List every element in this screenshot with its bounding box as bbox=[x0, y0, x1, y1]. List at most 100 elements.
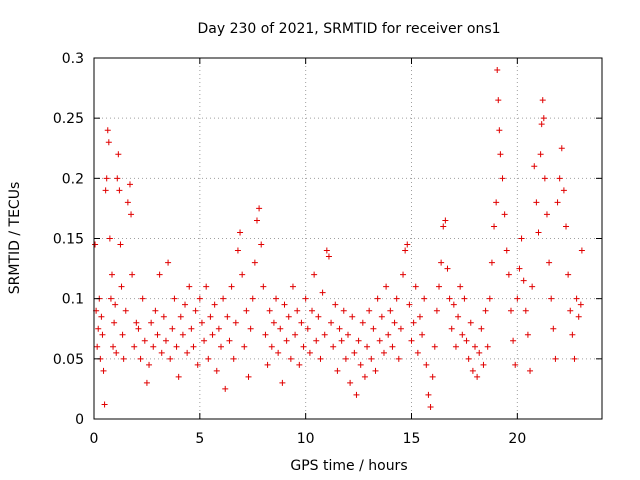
data-point bbox=[342, 355, 349, 362]
data-point bbox=[450, 301, 457, 308]
data-point bbox=[105, 139, 112, 146]
data-point bbox=[459, 331, 466, 338]
data-point bbox=[575, 313, 582, 320]
data-point bbox=[275, 349, 282, 356]
data-point bbox=[100, 367, 107, 374]
data-point bbox=[211, 301, 218, 308]
data-point bbox=[156, 271, 163, 278]
data-point bbox=[556, 175, 563, 182]
data-point bbox=[115, 151, 122, 158]
data-point bbox=[484, 343, 491, 350]
data-point bbox=[226, 337, 233, 344]
data-point bbox=[552, 355, 559, 362]
data-point bbox=[114, 175, 121, 182]
data-point bbox=[154, 331, 161, 338]
data-point bbox=[501, 211, 508, 218]
data-point bbox=[165, 259, 172, 266]
data-point bbox=[256, 205, 263, 212]
data-point bbox=[119, 331, 126, 338]
data-point bbox=[457, 283, 464, 290]
axis-ticks: 0 5 10 15 20 0 0.05 0.1 0.15 0.2 0.25 0.3 bbox=[53, 51, 602, 447]
data-point bbox=[336, 325, 343, 332]
data-point bbox=[533, 199, 540, 206]
data-point bbox=[94, 343, 101, 350]
data-point bbox=[266, 307, 273, 314]
data-point bbox=[281, 301, 288, 308]
data-point bbox=[340, 307, 347, 314]
data-point bbox=[306, 349, 313, 356]
data-point bbox=[531, 163, 538, 170]
data-point bbox=[469, 367, 476, 374]
y-tick-label: 0.05 bbox=[53, 352, 84, 368]
data-point bbox=[535, 229, 542, 236]
data-point bbox=[139, 295, 146, 302]
data-point bbox=[548, 295, 555, 302]
data-point bbox=[92, 241, 99, 248]
data-point bbox=[433, 307, 440, 314]
data-point bbox=[560, 187, 567, 194]
y-tick-label: 0.3 bbox=[62, 51, 84, 67]
data-point bbox=[334, 367, 341, 374]
data-point bbox=[104, 127, 111, 134]
y-tick-label: 0.15 bbox=[53, 232, 84, 248]
x-tick-label: 20 bbox=[508, 431, 526, 447]
data-point bbox=[361, 373, 368, 380]
data-point bbox=[419, 331, 426, 338]
data-point bbox=[106, 235, 113, 242]
data-point bbox=[222, 385, 229, 392]
data-point bbox=[359, 319, 366, 326]
data-point bbox=[113, 349, 120, 356]
data-point bbox=[177, 313, 184, 320]
data-point bbox=[241, 343, 248, 350]
data-point bbox=[385, 331, 392, 338]
data-point bbox=[321, 331, 328, 338]
data-point bbox=[389, 343, 396, 350]
data-point bbox=[209, 331, 216, 338]
data-point bbox=[190, 343, 197, 350]
data-point bbox=[203, 283, 210, 290]
data-point bbox=[283, 337, 290, 344]
data-point bbox=[122, 307, 129, 314]
data-point bbox=[162, 337, 169, 344]
data-point bbox=[158, 349, 165, 356]
data-point bbox=[351, 349, 358, 356]
data-point bbox=[567, 307, 574, 314]
y-tick-label: 0.2 bbox=[62, 171, 84, 187]
data-point bbox=[543, 211, 550, 218]
data-point bbox=[110, 343, 117, 350]
data-point bbox=[520, 277, 527, 284]
data-point bbox=[524, 331, 531, 338]
data-point bbox=[353, 391, 360, 398]
data-point bbox=[201, 337, 208, 344]
data-point bbox=[527, 367, 534, 374]
data-point bbox=[232, 319, 239, 326]
data-point bbox=[179, 331, 186, 338]
data-point bbox=[102, 187, 109, 194]
data-point bbox=[452, 343, 459, 350]
data-point bbox=[522, 307, 529, 314]
data-point bbox=[95, 325, 102, 332]
data-point bbox=[118, 283, 125, 290]
data-point bbox=[347, 379, 354, 386]
data-point bbox=[482, 307, 489, 314]
data-point bbox=[416, 313, 423, 320]
data-point bbox=[328, 319, 335, 326]
data-point bbox=[494, 67, 501, 74]
data-point bbox=[101, 401, 108, 408]
data-point bbox=[249, 295, 256, 302]
data-point bbox=[345, 331, 351, 338]
data-point bbox=[448, 325, 455, 332]
data-point bbox=[408, 337, 415, 344]
data-point bbox=[496, 127, 503, 134]
data-point bbox=[563, 223, 570, 230]
data-point bbox=[406, 301, 413, 308]
data-point bbox=[124, 199, 131, 206]
y-tick-label: 0 bbox=[75, 412, 84, 428]
data-point bbox=[196, 295, 203, 302]
data-point bbox=[277, 325, 284, 332]
data-point bbox=[571, 355, 578, 362]
data-point bbox=[573, 295, 580, 302]
chart-title: Day 230 of 2021, SRMTID for receiver ons… bbox=[197, 21, 500, 37]
data-point bbox=[397, 325, 404, 332]
